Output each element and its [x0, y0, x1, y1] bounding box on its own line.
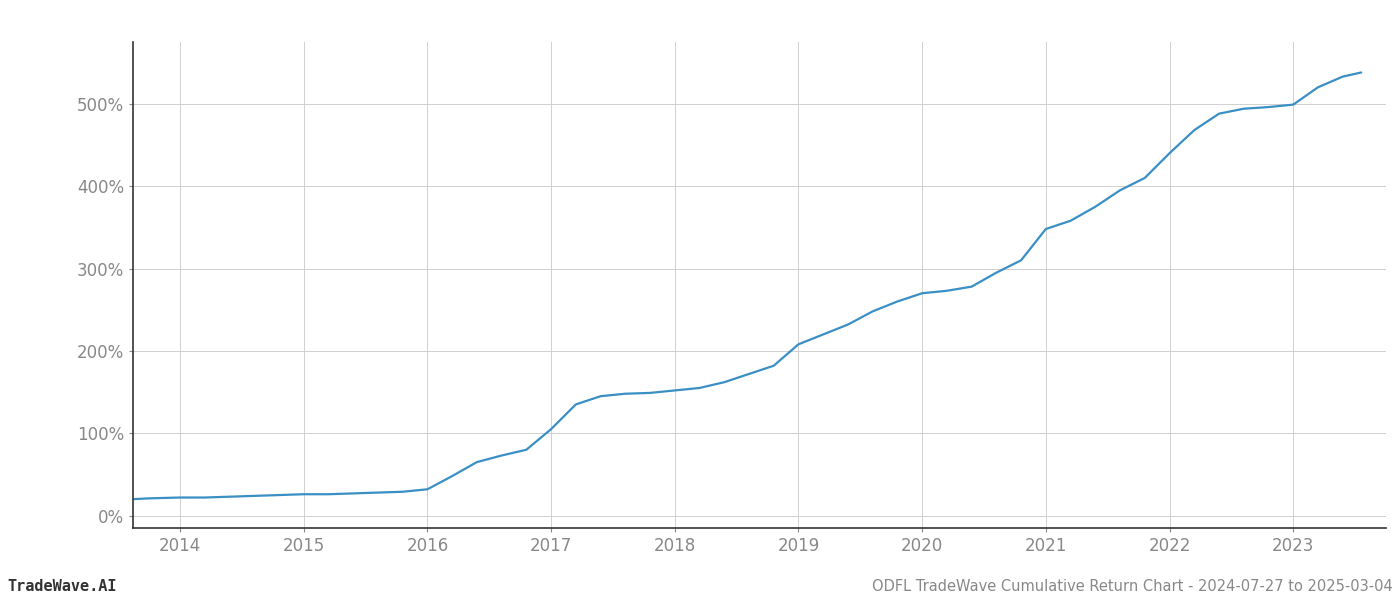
Text: ODFL TradeWave Cumulative Return Chart - 2024-07-27 to 2025-03-04: ODFL TradeWave Cumulative Return Chart -…	[872, 579, 1393, 594]
Text: TradeWave.AI: TradeWave.AI	[7, 579, 116, 594]
